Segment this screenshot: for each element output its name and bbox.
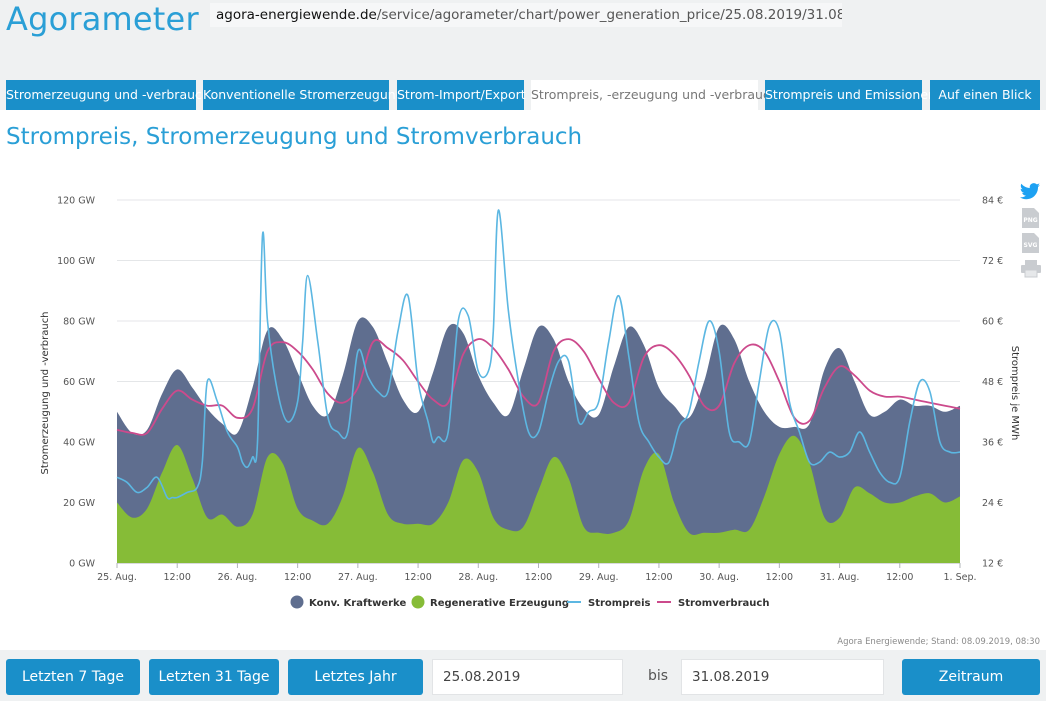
chart: 0 GW 12 € 20 GW 24 € 40 GW 36 € 60 GW 48 € 80 GW…	[40, 196, 1020, 610]
y-right-tick-label: 12 €	[982, 559, 1003, 570]
date-to-input[interactable]: 31.08.2019	[681, 659, 884, 695]
legend-label: Konv. Kraftwerke	[309, 598, 406, 609]
legend-item: Stromverbrauch	[657, 598, 769, 609]
x-tick-label: 12:00	[766, 572, 793, 583]
y-right-tick-label: 84 €	[982, 196, 1003, 207]
legend-label: Regenerative Erzeugung	[430, 598, 569, 609]
legend-label: Strompreis	[588, 598, 651, 609]
png-icon-label: PNG	[1023, 217, 1037, 224]
chart-legend: Konv. Kraftwerke Regenerative Erzeugung St…	[290, 595, 769, 609]
y-left-tick-label: 40 GW	[63, 438, 95, 449]
y-left-tick-label: 0 GW	[69, 559, 95, 570]
series-konv-kraftwerke	[117, 317, 960, 563]
svg-download-icon[interactable]: SVG	[1022, 233, 1039, 253]
footer-controls: Letzten 7 Tage Letzten 31 Tage Letztes J…	[0, 650, 1046, 701]
legend-item: Strompreis	[567, 598, 651, 609]
legend-item: Regenerative Erzeugung	[411, 595, 569, 609]
y-right-tick-label: 48 €	[982, 377, 1003, 388]
url-path: /service/agorameter/chart/power_generati…	[376, 7, 842, 23]
legend-symbol	[411, 595, 425, 609]
x-tick-label: 12:00	[645, 572, 672, 583]
y-left-tick-label: 20 GW	[63, 498, 95, 509]
page-title: Strompreis, Stromerzeugung und Stromverb…	[6, 124, 583, 150]
print-icon[interactable]	[1021, 260, 1041, 278]
bis-label: bis	[648, 668, 669, 684]
x-tick-label: 12:00	[404, 572, 431, 583]
tab-konventionelle[interactable]: Konventionelle Stromerzeugung	[203, 80, 404, 110]
chart-areas	[117, 317, 960, 563]
y-right-tick-label: 60 €	[982, 317, 1003, 328]
x-tick-label: 27. Aug.	[338, 572, 378, 583]
tab-auf-einen-blick[interactable]: Auf einen Blick	[930, 80, 1040, 110]
png-download-icon[interactable]: PNG	[1022, 208, 1039, 228]
legend-symbol	[290, 595, 304, 609]
app-title: Agorameter	[6, 0, 199, 38]
y-left-tick-label: 120 GW	[57, 196, 96, 207]
last-7-days-button[interactable]: Letzten 7 Tage	[6, 659, 140, 695]
y-right-tick-label: 24 €	[982, 498, 1003, 509]
series-stromverbrauch	[116, 338, 961, 436]
x-tick-label: 29. Aug.	[579, 572, 619, 583]
y-right-tick-label: 72 €	[982, 256, 1003, 267]
series-regenerative-erzeugung	[117, 435, 960, 563]
y-left-tick-label: 60 GW	[63, 377, 95, 388]
url-host: agora-energiewende.de	[216, 7, 377, 23]
y-axis-left-label: Stromerzeugung und -verbrauch	[40, 311, 51, 474]
chart-axes: 0 GW 12 € 20 GW 24 € 40 GW 36 € 60 GW 48 € 80 GW…	[57, 196, 1003, 584]
x-tick-label: 12:00	[886, 572, 913, 583]
chart-toolbar: PNG SVG	[1018, 180, 1044, 284]
x-tick-label: 26. Aug.	[218, 572, 258, 583]
y-right-tick-label: 36 €	[982, 438, 1003, 449]
tab-strompreis-emissionen[interactable]: Strompreis und Emissionen	[765, 80, 936, 110]
last-31-days-button[interactable]: Letzten 31 Tage	[149, 659, 279, 695]
x-tick-label: 28. Aug.	[458, 572, 498, 583]
twitter-icon[interactable]	[1020, 183, 1040, 200]
main-content: Strompreis, Stromerzeugung und Stromverb…	[0, 110, 1046, 650]
y-axis-right-label: Strompreis je MWh	[1009, 346, 1020, 441]
legend-item: Konv. Kraftwerke	[290, 595, 406, 609]
x-tick-label: 1. Sep.	[943, 572, 976, 583]
tab-import-export[interactable]: Strom-Import/Export	[397, 80, 526, 110]
last-year-button[interactable]: Letztes Jahr	[288, 659, 423, 695]
url-bar[interactable]: agora-energiewende.de/service/agorameter…	[210, 3, 842, 27]
x-tick-label: 25. Aug.	[97, 572, 137, 583]
y-left-tick-label: 100 GW	[57, 256, 96, 267]
legend-label: Stromverbrauch	[678, 598, 769, 609]
svg-icon-label: SVG	[1024, 242, 1038, 249]
x-tick-label: 31. Aug.	[820, 572, 860, 583]
date-from-input[interactable]: 25.08.2019	[432, 659, 623, 695]
tab-strompreis-erzeugung[interactable]: Strompreis, -erzeugung und -verbrauch	[531, 80, 778, 110]
chart-lines	[116, 209, 961, 500]
x-tick-label: 12:00	[164, 572, 191, 583]
source-credit: Agora Energiewende; Stand: 08.09.2019, 0…	[837, 637, 1040, 647]
y-left-tick-label: 80 GW	[63, 317, 95, 328]
x-tick-label: 12:00	[284, 572, 311, 583]
tab-bar: Stromerzeugung und -verbrauch Konvention…	[6, 80, 1046, 110]
tab-stromerzeugung[interactable]: Stromerzeugung und -verbrauch	[6, 80, 210, 110]
x-tick-label: 12:00	[525, 572, 552, 583]
show-period-button[interactable]: Zeitraum darstellen	[902, 659, 1040, 695]
series-strompreis	[116, 209, 961, 500]
x-tick-label: 30. Aug.	[699, 572, 739, 583]
